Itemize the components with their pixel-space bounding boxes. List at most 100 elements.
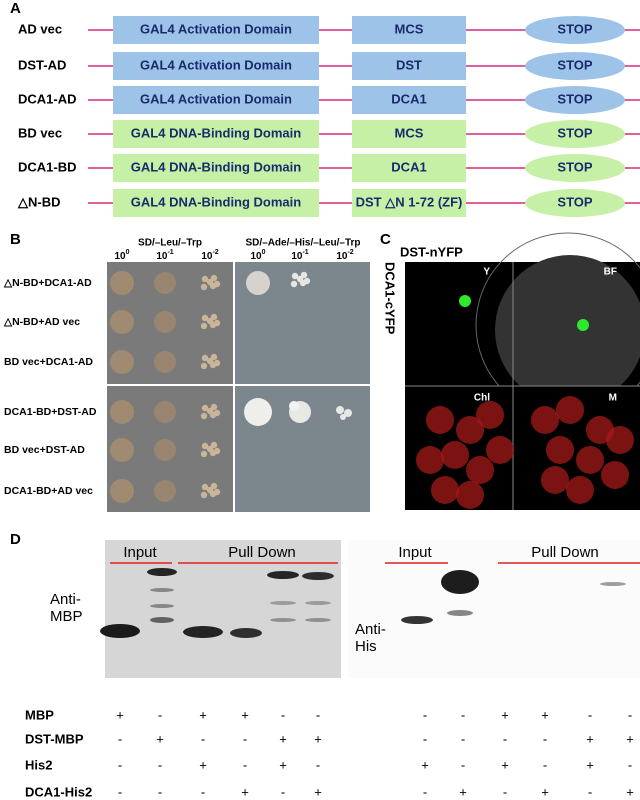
colony bbox=[300, 271, 308, 279]
chloroplast bbox=[606, 426, 634, 454]
title: DST-nYFP bbox=[400, 244, 463, 259]
channel-label: Y bbox=[483, 267, 490, 278]
construct-name: DCA1-BD bbox=[18, 159, 77, 174]
cell: - bbox=[461, 731, 465, 746]
group-label: Pull Down bbox=[531, 544, 599, 561]
cell: - bbox=[316, 707, 320, 722]
cell: - bbox=[118, 757, 122, 772]
insert-label: DCA1 bbox=[391, 91, 426, 106]
cell: - bbox=[461, 757, 465, 772]
colony bbox=[303, 277, 311, 285]
chloroplast bbox=[456, 481, 484, 509]
colony bbox=[200, 450, 208, 458]
colony bbox=[154, 272, 176, 294]
dilution: 10-1 bbox=[291, 249, 308, 262]
colony bbox=[201, 442, 209, 450]
chloroplast bbox=[431, 476, 459, 504]
cell: - bbox=[243, 731, 247, 746]
panel-label: B bbox=[10, 231, 21, 248]
colony bbox=[210, 482, 218, 490]
domain-label: GAL4 DNA-Binding Domain bbox=[131, 194, 301, 209]
band bbox=[270, 601, 296, 605]
cell: + bbox=[156, 731, 164, 746]
cell: + bbox=[541, 707, 549, 722]
cell: - bbox=[316, 757, 320, 772]
band bbox=[100, 624, 140, 638]
cell: - bbox=[543, 757, 547, 772]
chloroplast bbox=[531, 406, 559, 434]
cell: - bbox=[118, 731, 122, 746]
dilution-exp: -2 bbox=[347, 249, 353, 256]
band bbox=[150, 588, 174, 592]
colony bbox=[154, 480, 176, 502]
cell: + bbox=[116, 707, 124, 722]
cell: - bbox=[628, 707, 632, 722]
insert-box bbox=[352, 86, 466, 114]
band bbox=[147, 568, 177, 576]
cell: - bbox=[201, 784, 205, 799]
domain-label: GAL4 Activation Domain bbox=[140, 57, 292, 72]
construct-name: DST-AD bbox=[18, 57, 66, 72]
strain-label: △N-BD+AD vec bbox=[3, 316, 80, 328]
colony bbox=[213, 488, 221, 496]
colony bbox=[210, 313, 218, 321]
panel-label: A bbox=[10, 0, 21, 17]
cell: + bbox=[241, 707, 249, 722]
cell bbox=[495, 255, 640, 405]
band bbox=[305, 601, 331, 605]
dilution: 10-2 bbox=[201, 249, 218, 262]
chloroplast bbox=[541, 466, 569, 494]
cell: - bbox=[588, 784, 592, 799]
channel-label: BF bbox=[604, 267, 617, 278]
colony bbox=[154, 311, 176, 333]
chloroplast bbox=[601, 461, 629, 489]
cell: - bbox=[158, 757, 162, 772]
band bbox=[267, 571, 299, 579]
chloroplast bbox=[426, 406, 454, 434]
dilution: 10-1 bbox=[156, 249, 173, 262]
cell: - bbox=[543, 731, 547, 746]
band bbox=[447, 610, 473, 616]
band bbox=[230, 628, 262, 638]
colony bbox=[289, 401, 299, 411]
colony bbox=[206, 278, 214, 286]
chloroplast bbox=[476, 401, 504, 429]
insert-box bbox=[352, 52, 466, 80]
group-label: Pull Down bbox=[228, 544, 296, 561]
cell: - bbox=[503, 731, 507, 746]
group-label: Input bbox=[398, 544, 432, 561]
colony bbox=[110, 438, 134, 462]
dilution: 10-2 bbox=[336, 249, 353, 262]
medium-label: SD/–Leu/–Trp bbox=[138, 238, 202, 249]
domain-box bbox=[113, 189, 319, 217]
cell: - bbox=[118, 784, 122, 799]
colony bbox=[213, 280, 221, 288]
strain-label: △N-BD+DCA1-AD bbox=[3, 277, 92, 289]
dilution-exp: -1 bbox=[167, 249, 173, 256]
cell: + bbox=[199, 757, 207, 772]
cell: - bbox=[423, 731, 427, 746]
dilution-exp: -2 bbox=[212, 249, 218, 256]
domain-label: GAL4 Activation Domain bbox=[140, 21, 292, 36]
stop-box bbox=[525, 86, 625, 114]
colony bbox=[201, 354, 209, 362]
cell: + bbox=[626, 731, 634, 746]
chloroplast bbox=[486, 436, 514, 464]
colony bbox=[110, 400, 134, 424]
band bbox=[600, 582, 626, 586]
colony bbox=[213, 409, 221, 417]
colony bbox=[210, 274, 218, 282]
channel-label: M bbox=[609, 393, 617, 404]
row-label: MBP bbox=[25, 707, 54, 722]
dilution-exp: 0 bbox=[262, 249, 266, 256]
stop-label: STOP bbox=[557, 125, 592, 140]
stop-label: STOP bbox=[557, 159, 592, 174]
cell: - bbox=[503, 784, 507, 799]
insert-label: MCS bbox=[395, 125, 424, 140]
band bbox=[441, 570, 479, 594]
cell: - bbox=[243, 757, 247, 772]
chloroplast bbox=[456, 416, 484, 444]
cell: - bbox=[423, 784, 427, 799]
cell: - bbox=[588, 707, 592, 722]
dilution-base: 10 bbox=[156, 251, 168, 262]
